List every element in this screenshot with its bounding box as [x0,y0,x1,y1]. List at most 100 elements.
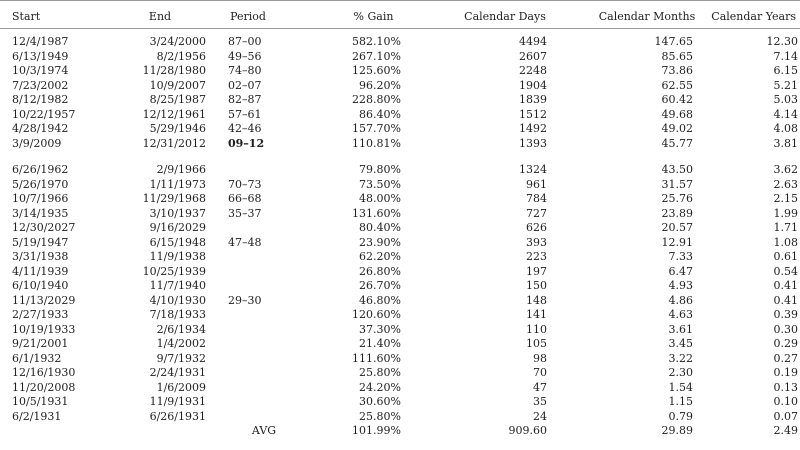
cell-end: 8/2/1956 [156,49,206,63]
cell-gain: 96.20% [359,78,401,92]
cell-years: 12.30 [766,35,799,48]
cell-years: 0.54 [773,264,799,278]
cell-end: 1/4/2002 [156,337,206,350]
cell-period [218,308,300,323]
cell-period: 70–73 [228,177,262,191]
cell-gain: 582.10% [352,35,401,48]
header-gain: % Gain [353,10,394,23]
cell-gain: 62.20% [359,250,401,263]
cell-days: 727 [526,206,547,220]
cell-years: 4.14 [773,107,799,121]
cell-start: 10/7/1966 [12,192,69,205]
cell-days: 150 [526,279,547,292]
cell-end: 2/9/1966 [156,163,206,176]
cell-gain: 131.60% [352,206,401,220]
table-row: 10/5/1931 11/9/1931 30.60% 35 1.15 0.10 [0,395,800,410]
cell-months: 31.57 [661,177,694,191]
avg-label: AVG [251,424,277,438]
cell-start: 10/3/1974 [12,64,69,77]
cell-gain: 267.10% [352,49,401,63]
cell-start: 6/26/1962 [12,163,69,176]
cell-period: 74–80 [228,64,262,77]
cell-months: 147.65 [654,35,694,48]
cell-days: 1393 [519,136,547,150]
cell-start: 8/12/1982 [12,93,69,106]
cell-months: 3.22 [668,351,694,365]
cell-gain: 86.40% [359,107,401,121]
header-end: End [148,10,172,23]
cell-period: 35–37 [228,206,262,220]
cell-gain: 25.80% [359,366,401,379]
cell-end: 3/10/1937 [149,206,206,220]
cell-period [218,221,300,236]
cell-gain: 24.20% [359,380,401,394]
cell-days: 223 [526,250,547,263]
cell-period [218,337,300,352]
cell-months: 4.86 [668,293,694,307]
cell-gain: 48.00% [359,192,401,205]
spacer-cell [0,151,800,163]
cell-months: 23.89 [661,206,694,220]
cell-days: 1512 [519,107,547,121]
table-row: 8/12/1982 8/25/1987 82–87 228.80% 1839 60.42 5… [0,93,800,108]
table-row: 9/21/2001 1/4/2002 21.40% 105 3.45 0.29 [0,337,800,352]
table-row: 6/26/1962 2/9/1966 79.80% 1324 43.50 3.62 [0,163,800,178]
avg-gain: 101.99% [352,424,401,438]
cell-end: 2/6/1934 [156,322,206,336]
cell-end: 3/24/2000 [149,35,206,48]
cell-start: 12/30/2027 [12,221,76,234]
cell-years: 0.41 [773,293,799,307]
cell-years: 5.03 [773,93,799,106]
avg-days: 909.60 [508,424,548,438]
cell-months: 20.57 [661,221,694,234]
cell-months: 62.55 [661,78,694,92]
cell-gain: 21.40% [359,337,401,350]
cell-start: 6/2/1931 [12,409,62,423]
cell-days: 784 [526,192,547,205]
cell-months: 49.68 [661,107,694,121]
cell-days: 141 [526,308,547,321]
cell-gain: 110.81% [352,136,401,150]
cell-gain: 228.80% [352,93,401,106]
cell-period: 66–68 [228,192,262,205]
table-row: 4/28/1942 5/29/1946 42–46 157.70% 1492 49.02 4… [0,122,800,137]
cell-end: 9/7/1932 [156,351,206,365]
cell-period [218,381,300,396]
table-row: 5/26/1970 1/11/1973 70–73 73.50% 961 31.57 2.6… [0,178,800,193]
cell-start: 6/13/1949 [12,49,69,63]
cell-start: 4/28/1942 [12,122,69,135]
cell-gain: 23.90% [359,235,401,249]
cell-period [218,323,300,338]
cell-days: 393 [526,235,547,249]
table-body: 12/4/1987 3/24/2000 87–00 582.10% 4494 147.65… [0,29,800,439]
table-row: 10/19/1933 2/6/1934 37.30% 110 3.61 0.30 [0,323,800,338]
table-row: 10/3/1974 11/28/1980 74–80 125.60% 2248 73.86… [0,64,800,79]
cell-days: 197 [526,264,547,278]
cell-years: 0.27 [773,351,799,365]
cell-months: 45.77 [661,136,694,150]
cell-days: 1492 [519,122,547,135]
cell-end: 1/6/2009 [156,380,206,394]
cell-end: 10/25/1939 [142,264,206,278]
cell-gain: 46.80% [359,293,401,307]
cell-period: 42–46 [228,122,262,135]
table-row: 6/2/1931 6/26/1931 25.80% 24 0.79 0.07 [0,410,800,425]
table-row: 5/19/1947 6/15/1948 47–48 23.90% 393 12.91 1.0… [0,236,800,251]
table-row: 4/11/1939 10/25/1939 26.80% 197 6.47 0.54 [0,265,800,280]
cell-end: 4/10/1930 [149,293,206,307]
header-days: Calendar Days [464,10,546,23]
cell-months: 3.61 [668,322,694,336]
cell-months: 4.63 [668,308,694,321]
cell-end: 12/12/1961 [142,107,206,121]
table-row: 6/10/1940 11/7/1940 26.70% 150 4.93 0.41 [0,279,800,294]
cell-period: 29–30 [228,293,262,307]
cell-days: 2248 [519,64,547,77]
cell-start: 10/19/1933 [12,322,76,336]
cell-start: 6/10/1940 [12,279,69,292]
cell-months: 3.45 [668,337,694,350]
cell-years: 0.13 [773,380,799,394]
cell-period: 49–56 [228,49,262,63]
cell-gain: 30.60% [359,395,401,408]
cell-start: 5/26/1970 [12,177,69,191]
